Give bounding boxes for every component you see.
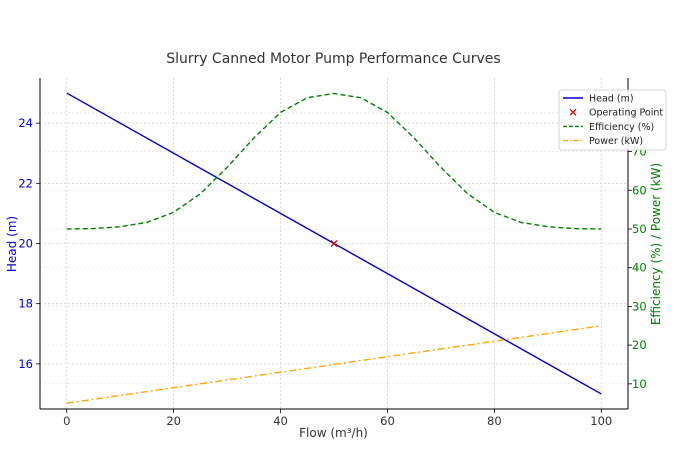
chart-title: Slurry Canned Motor Pump Performance Cur… <box>166 51 500 67</box>
x-tick-label: 0 <box>63 414 70 428</box>
y-tick-label: 24 <box>18 116 33 130</box>
legend-marker <box>569 108 577 116</box>
y2-tick-label: 30 <box>632 299 647 313</box>
x-tick-label: 40 <box>273 414 288 428</box>
x-tick-label: 100 <box>590 414 612 428</box>
series-line-2 <box>66 92 602 230</box>
y-axis-label: Head (m) <box>5 216 19 272</box>
y2-tick-label: 60 <box>632 183 647 197</box>
series-line-3 <box>66 325 602 404</box>
y-tick-label: 16 <box>18 357 33 371</box>
y2-tick-label: 10 <box>632 377 647 391</box>
axes-layer: 02040608010016182022241020304050607080 <box>18 78 647 428</box>
legend-label: Efficiency (%) <box>589 122 654 133</box>
legend-label: Head (m) <box>589 94 634 105</box>
y-tick-label: 18 <box>18 297 33 311</box>
y2-tick-label: 50 <box>632 222 647 236</box>
legend-label: Power (kW) <box>589 136 643 147</box>
y-tick-label: 22 <box>18 176 33 190</box>
y-tick-label: 20 <box>18 237 33 251</box>
legend: Head (m) Operating Point Efficiency (%) Pow… <box>558 89 667 151</box>
legend-label: Operating Point <box>589 108 663 119</box>
y2-axis-label: Efficiency (%) / Power (kW) <box>649 163 663 325</box>
operating-point-marker <box>330 240 338 247</box>
legend-box <box>558 89 667 151</box>
x-tick-label: 20 <box>166 414 181 428</box>
x-tick-label: 80 <box>487 414 502 428</box>
y2-tick-label: 20 <box>632 338 647 352</box>
x-axis-label: Flow (m³/h) <box>299 426 368 440</box>
x-tick-label: 60 <box>380 414 395 428</box>
series-layer <box>66 92 602 404</box>
y2-tick-label: 40 <box>632 261 647 275</box>
